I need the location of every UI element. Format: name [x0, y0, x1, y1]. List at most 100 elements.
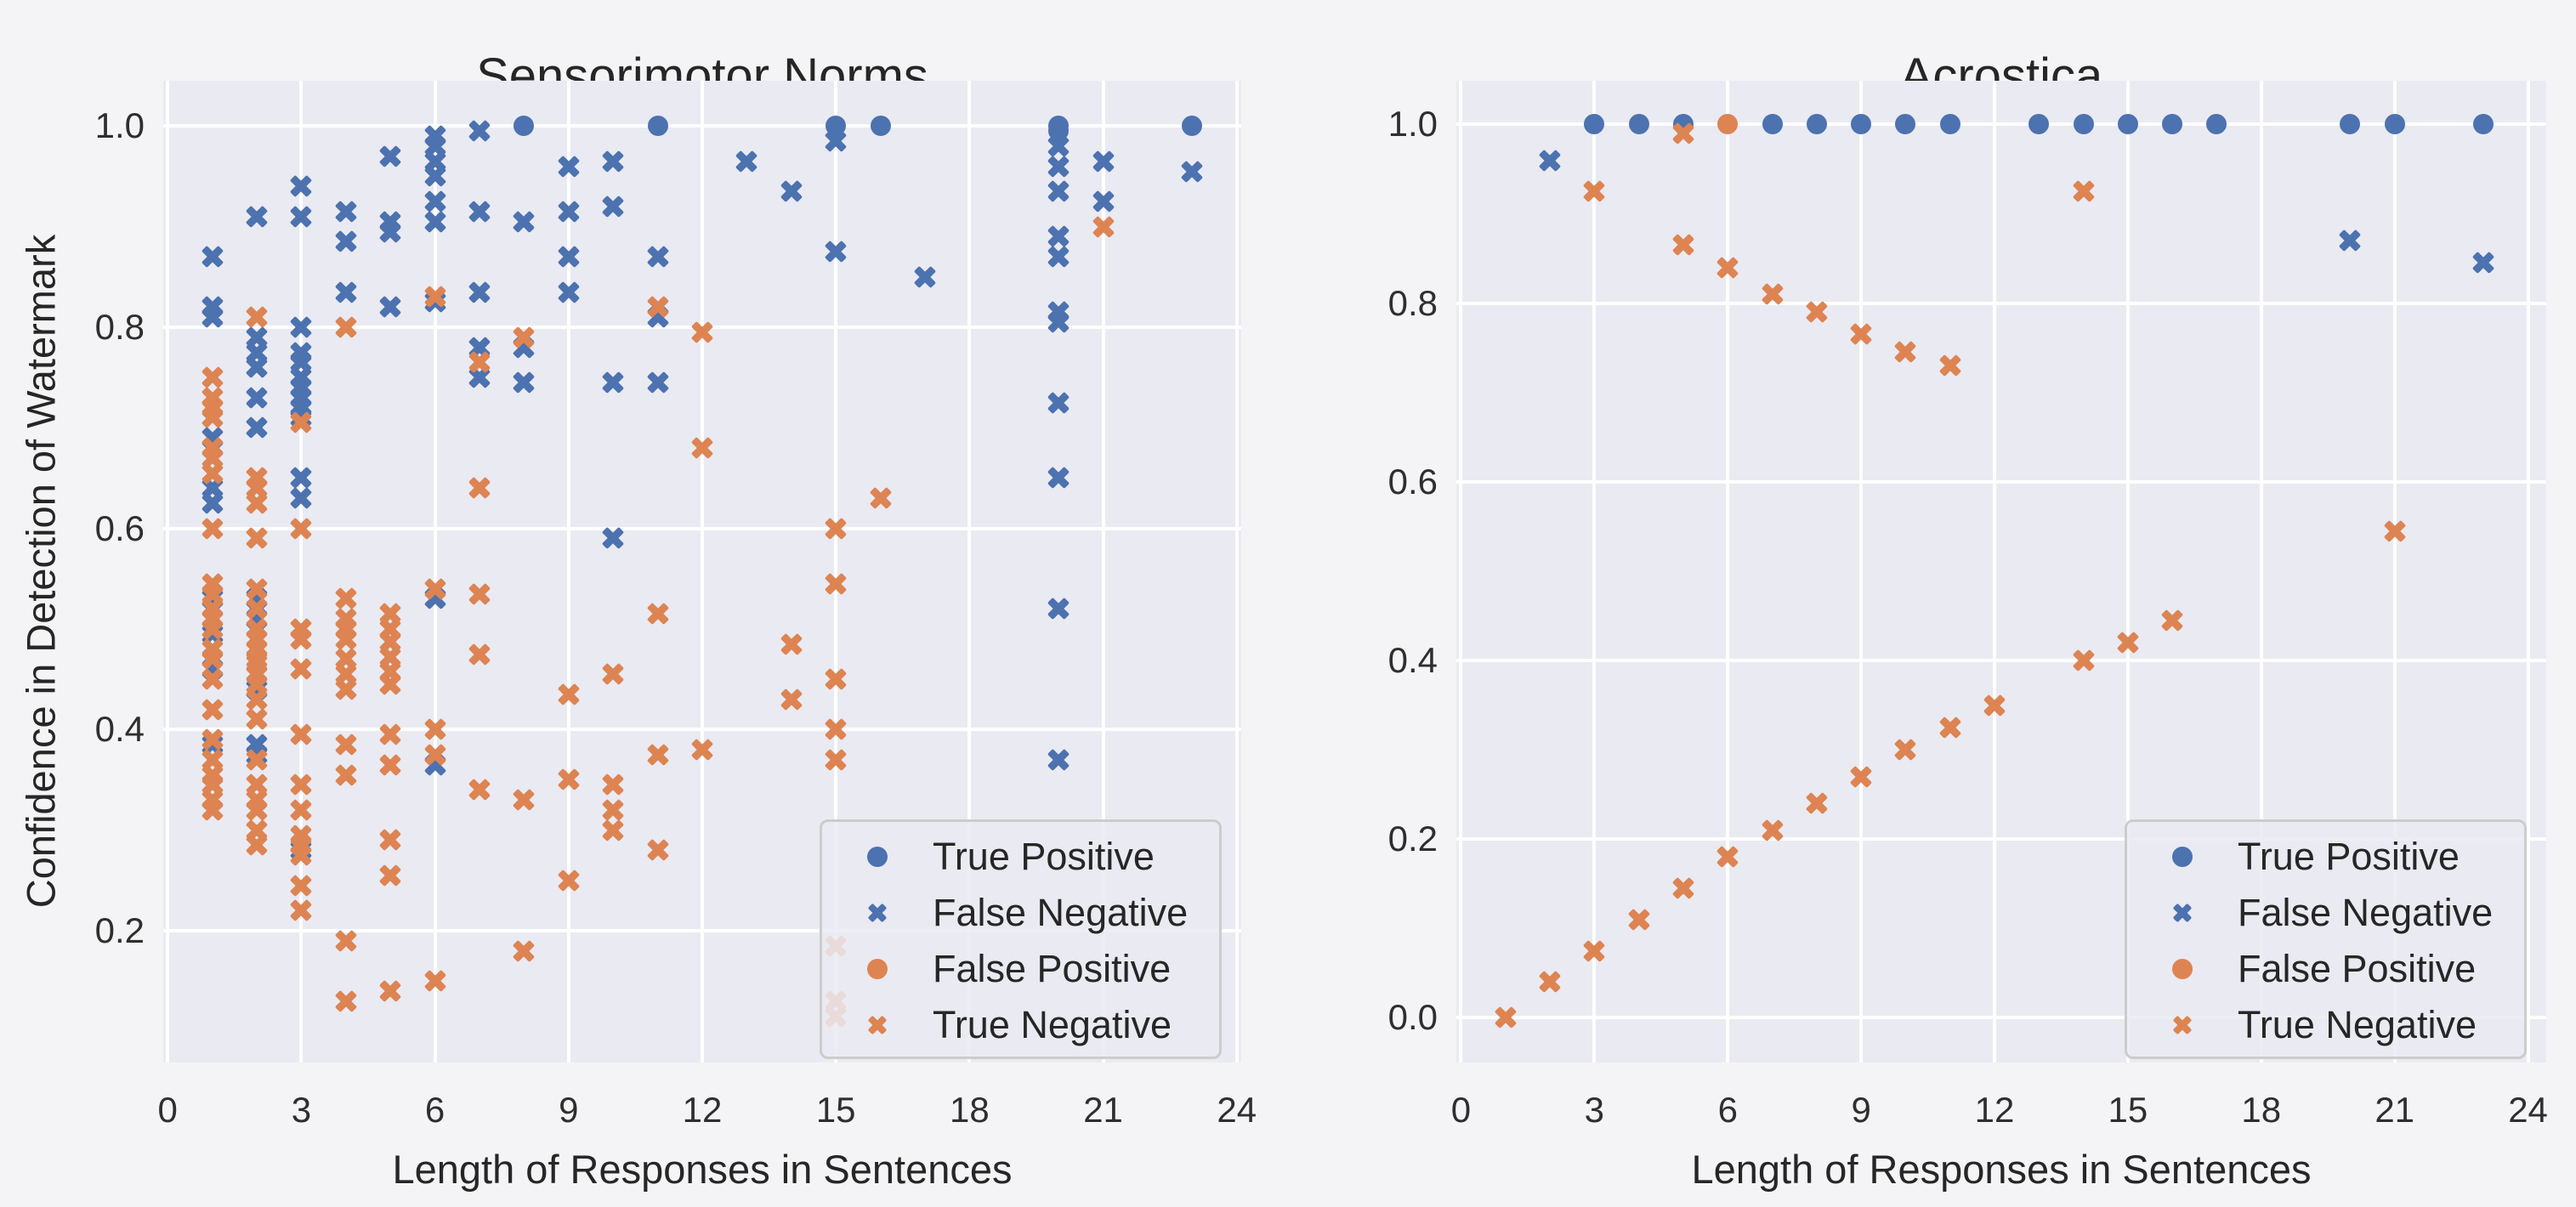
point-true-positive: [2117, 114, 2138, 135]
point-true-positive: [1895, 114, 1916, 135]
x-tick-label-0: 0: [1450, 1090, 1472, 1130]
point-false-negative: [336, 231, 356, 252]
point-false-negative: [2340, 230, 2360, 251]
x-tick-label-18: 18: [950, 1090, 990, 1130]
point-true-negative: [202, 619, 223, 639]
plot-area-acrostica: [1456, 81, 2546, 1062]
point-false-negative: [202, 493, 223, 513]
point-false-negative: [559, 156, 579, 177]
point-false-positive: [1717, 114, 1739, 135]
point-true-negative: [692, 740, 712, 760]
point-false-negative: [603, 372, 623, 393]
x-tick-label-9: 9: [1851, 1090, 1871, 1130]
point-true-negative: [826, 719, 846, 740]
point-true-negative: [603, 800, 623, 820]
x-icon: [867, 903, 888, 923]
point-true-negative: [1895, 740, 1915, 760]
point-true-negative: [336, 734, 356, 755]
point-true-negative: [336, 317, 356, 337]
point-true-negative: [380, 830, 400, 850]
x-marker-icon: [2127, 903, 2238, 923]
point-true-negative: [1093, 217, 1114, 237]
x-tick-label-18: 18: [2241, 1090, 2282, 1130]
point-false-negative: [513, 212, 534, 232]
point-false-negative: [603, 151, 623, 172]
legend: True Positive False Negative False Positiv…: [820, 819, 1222, 1059]
point-true-negative: [871, 488, 891, 508]
gridline-y-1.0: [1456, 122, 2546, 127]
point-false-negative: [291, 317, 311, 337]
gridline-x-21: [1101, 81, 1105, 1062]
point-false-negative: [1048, 312, 1069, 332]
x-tick-label-3: 3: [291, 1090, 312, 1130]
point-true-negative: [469, 779, 490, 800]
point-true-positive: [1851, 114, 1872, 135]
point-true-negative: [1940, 717, 1960, 738]
point-true-negative: [1540, 972, 1560, 992]
point-true-negative: [202, 700, 223, 720]
point-true-positive: [2384, 114, 2405, 135]
x-tick-label-21: 21: [1083, 1090, 1123, 1130]
point-true-negative: [336, 931, 356, 951]
point-true-negative: [1673, 878, 1694, 898]
point-true-negative: [425, 745, 445, 765]
point-true-negative: [2385, 521, 2405, 541]
point-true-positive: [1584, 114, 1605, 135]
y-tick-label-0.4: 0.4: [1387, 640, 1438, 681]
x-axis-label-sensorimotor: Length of Responses in Sentences: [392, 1147, 1013, 1192]
point-true-negative: [1584, 181, 1604, 201]
gridline-y-0.0: [1456, 1016, 2546, 1020]
point-true-negative: [826, 574, 846, 594]
point-true-negative: [559, 684, 579, 705]
x-tick-label-9: 9: [559, 1090, 579, 1130]
point-true-positive: [2073, 114, 2094, 135]
point-false-negative: [425, 191, 445, 212]
point-false-negative: [2473, 252, 2494, 273]
gridline-y-1.0: [163, 124, 1241, 128]
point-true-negative: [469, 644, 490, 665]
gridline-y-0.6: [1456, 479, 2546, 484]
x-tick-label-15: 15: [815, 1090, 856, 1130]
point-true-negative: [692, 438, 712, 458]
x-tick-label-12: 12: [1974, 1090, 2015, 1130]
point-false-negative: [736, 151, 757, 172]
point-true-negative: [648, 745, 668, 765]
point-false-negative: [915, 267, 935, 287]
point-true-negative: [425, 579, 445, 599]
circle-icon: [2172, 959, 2193, 979]
gridline-x-0: [1459, 81, 1463, 1062]
point-true-negative: [291, 900, 311, 921]
point-false-negative: [202, 307, 223, 327]
point-true-negative: [1895, 342, 1915, 362]
point-true-negative: [291, 724, 311, 745]
point-true-negative: [291, 629, 311, 649]
point-true-negative: [1717, 258, 1738, 278]
point-true-negative: [1851, 324, 1871, 344]
legend-label: True Negative: [2238, 1003, 2477, 1046]
y-tick-label-0.2: 0.2: [1387, 819, 1438, 859]
x-tick-label-12: 12: [682, 1090, 723, 1130]
y-tick-label-0.6: 0.6: [94, 507, 145, 548]
point-true-negative: [247, 800, 267, 820]
point-false-negative: [425, 166, 445, 186]
x-icon: [2172, 1015, 2193, 1035]
point-true-negative: [2162, 610, 2182, 631]
point-true-negative: [247, 579, 267, 599]
gridline-x-0: [166, 81, 170, 1062]
x-tick-label-6: 6: [424, 1090, 445, 1130]
point-true-negative: [513, 941, 534, 961]
point-true-negative: [247, 528, 267, 548]
point-true-positive: [647, 116, 668, 137]
legend-item-true-positive: True Positive: [822, 829, 1219, 885]
point-true-negative: [247, 689, 267, 710]
point-true-negative: [1807, 793, 1827, 813]
point-true-positive: [513, 116, 535, 137]
point-false-negative: [1048, 750, 1069, 770]
point-false-negative: [291, 176, 311, 196]
x-tick-label-15: 15: [2108, 1090, 2148, 1130]
point-true-negative: [336, 765, 356, 785]
x-icon: [867, 1015, 888, 1035]
point-true-negative: [1629, 910, 1649, 930]
gridline-x-3: [299, 81, 304, 1062]
